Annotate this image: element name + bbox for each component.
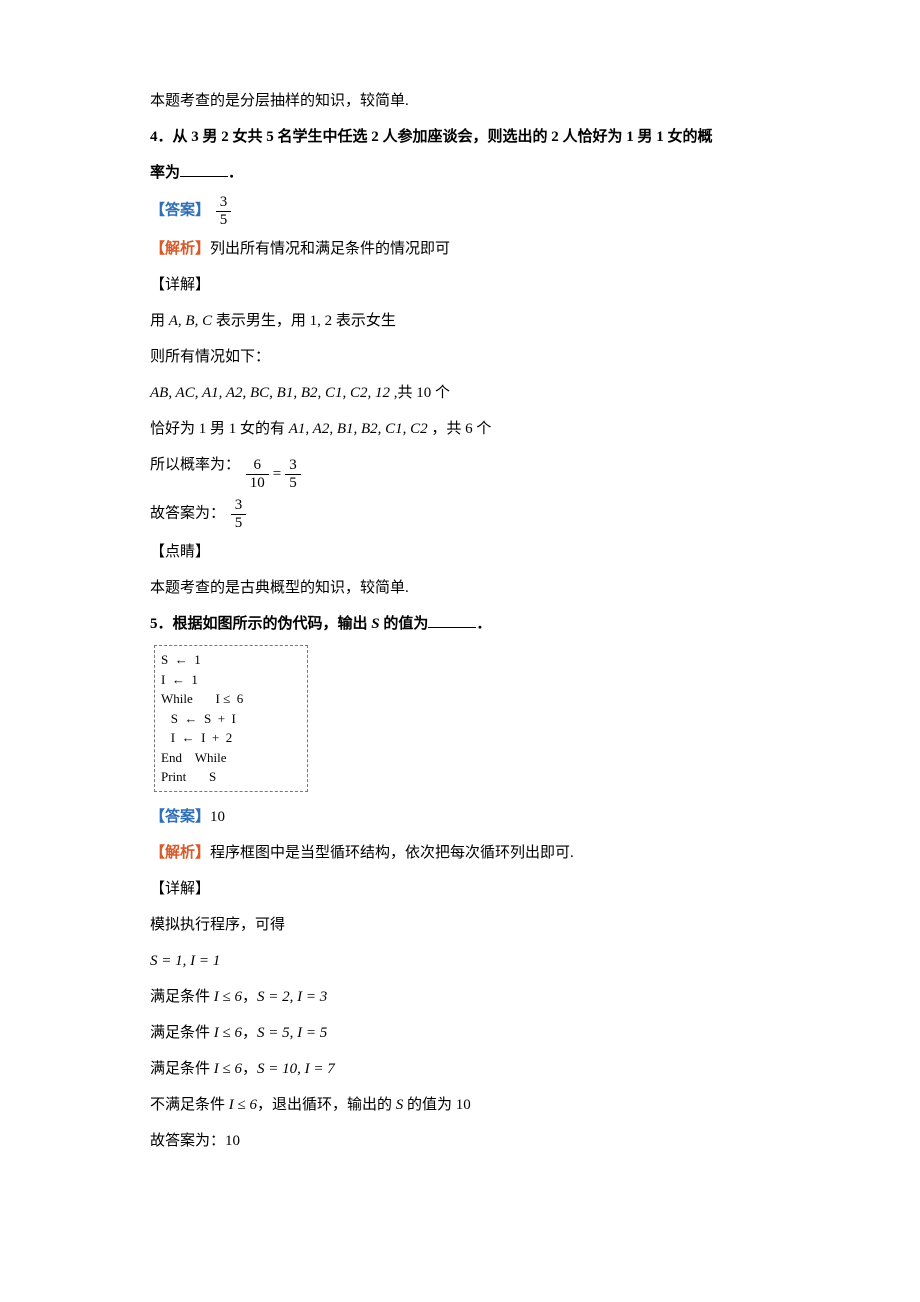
text: ，	[242, 989, 257, 1005]
frac-num: 3	[231, 497, 247, 514]
frac-num: 3	[216, 194, 232, 211]
fraction: 3 5	[285, 457, 301, 491]
q4-dianjing-label: 【点睛】	[150, 537, 770, 567]
text: 5．根据如图所示的伪代码，输出	[150, 616, 371, 632]
q4-answer: 【答案】 3 5	[150, 194, 770, 228]
text: ，	[242, 1061, 257, 1077]
q4-jiexi: 【解析】列出所有情况和满足条件的情况即可	[150, 234, 770, 264]
frac-den: 5	[231, 514, 247, 532]
q4-prompt-suffix: ．	[228, 165, 243, 181]
text: ，退出循环，输出的	[257, 1097, 396, 1113]
math-nums: 1, 2	[310, 313, 333, 329]
fraction: 3 5	[216, 194, 232, 228]
math-list: A1, A2, B1, B2, C1, C2	[289, 421, 428, 437]
q5-end: 不满足条件 I ≤ 6，退出循环，输出的 S 的值为 10	[150, 1090, 770, 1120]
math-cond: I ≤ 6	[229, 1097, 257, 1113]
math-state: S = 10, I = 7	[257, 1061, 335, 1077]
answer-label: 【答案】	[150, 202, 210, 218]
text: ．	[476, 616, 491, 632]
text: 用	[150, 313, 169, 329]
q5-iter1: 满足条件 I ≤ 6，S = 2, I = 3	[150, 982, 770, 1012]
q5-state-init: S = 1, I = 1	[150, 946, 770, 976]
text: 恰好为 1 男 1 女的有	[150, 421, 289, 437]
answer-label: 【答案】	[150, 809, 210, 825]
math-cond: I ≤ 6	[214, 989, 242, 1005]
text: 表示男生，用	[212, 313, 310, 329]
code-line: S ← S + I	[161, 709, 301, 729]
code-line: S ← 1	[161, 650, 301, 670]
q4-detail-2: 则所有情况如下：	[150, 342, 770, 372]
jiexi-text: 程序框图中是当型循环结构，依次把每次循环列出即可.	[210, 845, 574, 861]
math-cond: I ≤ 6	[214, 1025, 242, 1041]
frac-den: 5	[216, 211, 232, 229]
text: ，	[242, 1025, 257, 1041]
blank-fill	[428, 612, 476, 628]
frac-den: 10	[246, 474, 269, 492]
q4-detail-6: 故答案为： 3 5	[150, 497, 770, 531]
q5-jiexi: 【解析】程序框图中是当型循环结构，依次把每次循环列出即可.	[150, 838, 770, 868]
code-line: I ← I + 2	[161, 728, 301, 748]
blank-fill	[180, 161, 228, 177]
text: 满足条件	[150, 1025, 214, 1041]
frac-num: 6	[246, 457, 269, 474]
text: 不满足条件	[150, 1097, 229, 1113]
math-cond: I ≤ 6	[214, 1061, 242, 1077]
text: 的值为	[380, 616, 429, 632]
q5-iter2: 满足条件 I ≤ 6，S = 5, I = 5	[150, 1018, 770, 1048]
code-line: Print S	[161, 767, 301, 787]
text: 所以概率为：	[150, 457, 240, 473]
q4-prompt-prefix: 率为	[150, 165, 180, 181]
jiexi-label: 【解析】	[150, 241, 210, 257]
text: 满足条件	[150, 989, 214, 1005]
math-list: AB, AC, A1, A2, BC, B1, B2, C1, C2, 12	[150, 385, 390, 401]
q4-detail-5: 所以概率为： 6 10 = 3 5	[150, 450, 770, 491]
code-line: I ← 1	[161, 670, 301, 690]
text: ,共 10 个	[390, 385, 450, 401]
math-state: S = 2, I = 3	[257, 989, 327, 1005]
q5-answer: 【答案】10	[150, 802, 770, 832]
document-page: 本题考查的是分层抽样的知识，较简单. 4．从 3 男 2 女共 5 名学生中任选…	[0, 0, 920, 1222]
q5-final: 故答案为：10	[150, 1126, 770, 1156]
q4-prompt-line2: 率为 ．	[150, 158, 770, 188]
intro-line: 本题考查的是分层抽样的知识，较简单.	[150, 86, 770, 116]
q4-detail-3: AB, AC, A1, A2, BC, B1, B2, C1, C2, 12 ,…	[150, 378, 770, 408]
fraction: 6 10	[246, 457, 269, 491]
q5-iter3: 满足条件 I ≤ 6，S = 10, I = 7	[150, 1054, 770, 1084]
math-state: S = 5, I = 5	[257, 1025, 327, 1041]
answer-value: 10	[210, 809, 225, 825]
text: 的值为 10	[403, 1097, 471, 1113]
q4-dianjing-text: 本题考查的是古典概型的知识，较简单.	[150, 573, 770, 603]
q5-xiangjie-label: 【详解】	[150, 874, 770, 904]
q4-detail-1: 用 A, B, C 表示男生，用 1, 2 表示女生	[150, 306, 770, 336]
fraction: 3 5	[231, 497, 247, 531]
pseudocode-box: S ← 1 I ← 1 While I ≤ 6 S ← S + I I ← I …	[154, 645, 308, 792]
jiexi-label: 【解析】	[150, 845, 210, 861]
jiexi-text: 列出所有情况和满足条件的情况即可	[210, 241, 450, 257]
frac-den: 5	[285, 474, 301, 492]
text: 表示女生	[332, 313, 396, 329]
code-line: While I ≤ 6	[161, 689, 301, 709]
frac-num: 3	[285, 457, 301, 474]
q5-line1: 模拟执行程序，可得	[150, 910, 770, 940]
equals: =	[273, 459, 281, 489]
q4-detail-4: 恰好为 1 男 1 女的有 A1, A2, B1, B2, C1, C2 ，共 …	[150, 414, 770, 444]
math-symbols: A, B, C	[169, 313, 212, 329]
var-S: S	[371, 616, 379, 632]
text: ，共 6 个	[428, 421, 492, 437]
q4-prompt-line1: 4．从 3 男 2 女共 5 名学生中任选 2 人参加座谈会，则选出的 2 人恰…	[150, 122, 770, 152]
text: 故答案为：	[150, 505, 225, 521]
q4-xiangjie-label: 【详解】	[150, 270, 770, 300]
math-state: S = 1, I = 1	[150, 953, 220, 969]
text: 满足条件	[150, 1061, 214, 1077]
q5-prompt: 5．根据如图所示的伪代码，输出 S 的值为 ．	[150, 609, 770, 639]
code-line: End While	[161, 748, 301, 768]
